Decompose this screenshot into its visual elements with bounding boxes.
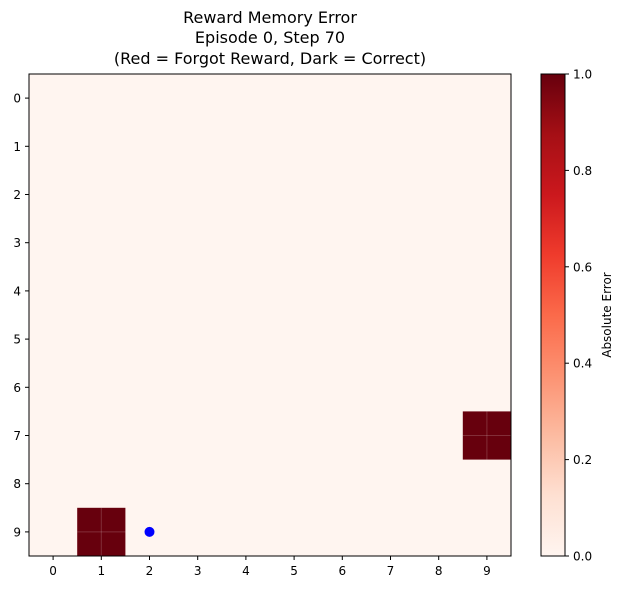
x-tick-label-8: 8 (435, 564, 443, 578)
x-tick-label-9: 9 (483, 564, 491, 578)
chart-title-line-2: Episode 0, Step 70 (194, 28, 346, 47)
y-tick-label-6: 6 (13, 381, 21, 395)
colorbar-gradient (540, 73, 566, 557)
x-tick-label-0: 0 (49, 564, 57, 578)
x-axis: 0 1 2 3 4 5 6 7 8 9 (49, 556, 491, 578)
x-tick-label-4: 4 (242, 564, 250, 578)
agent-marker (144, 526, 155, 537)
x-tick-label-2: 2 (146, 564, 154, 578)
chart-title-line-3: (Red = Forgot Reward, Dark = Correct) (113, 49, 427, 68)
colorbar-tick-label-5: 1.0 (573, 68, 592, 82)
chart-title-line-1: Reward Memory Error (183, 8, 357, 27)
y-tick-label-3: 3 (13, 236, 21, 250)
heatmap-cell-7-9 (462, 411, 511, 460)
y-tick-label-0: 0 (13, 92, 21, 106)
heatmap-background (29, 74, 511, 556)
colorbar-tick-label-2: 0.4 (573, 357, 592, 371)
y-tick-label-1: 1 (13, 140, 21, 154)
x-tick-label-3: 3 (194, 564, 202, 578)
colorbar-tick-label-4: 0.8 (573, 164, 592, 178)
y-tick-label-5: 5 (13, 333, 21, 347)
x-tick-label-5: 5 (290, 564, 298, 578)
colorbar-tick-label-0: 0.0 (573, 550, 592, 564)
y-tick-label-2: 2 (13, 188, 21, 202)
colorbar: 0.0 0.2 0.4 0.6 0.8 1.0 Absolute Error (540, 68, 614, 564)
heatmap-cells (28, 73, 512, 557)
y-axis: 0 1 2 3 4 5 6 7 8 9 (13, 92, 29, 539)
colorbar-tick-label-3: 0.6 (573, 260, 592, 274)
colorbar-label: Absolute Error (600, 272, 614, 358)
x-tick-label-7: 7 (387, 564, 395, 578)
y-tick-label-9: 9 (13, 525, 21, 539)
x-tick-label-1: 1 (97, 564, 105, 578)
y-tick-label-4: 4 (13, 284, 21, 298)
colorbar-tick-label-1: 0.2 (573, 453, 592, 467)
heatmap-cell-9-1 (77, 507, 126, 556)
plot-frame (28, 73, 512, 557)
x-tick-label-6: 6 (338, 564, 346, 578)
y-tick-label-8: 8 (13, 477, 21, 491)
y-tick-label-7: 7 (13, 429, 21, 443)
